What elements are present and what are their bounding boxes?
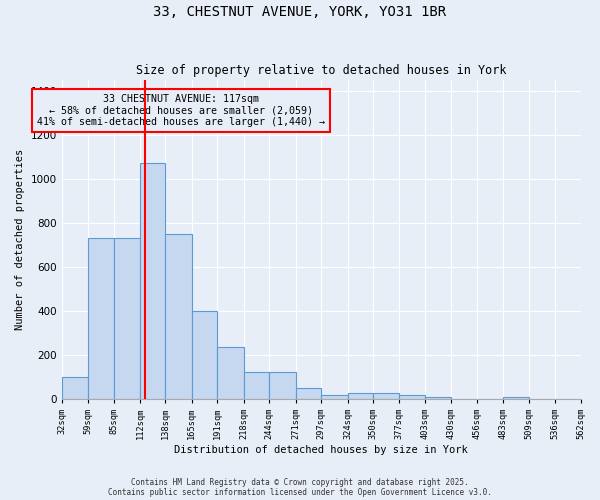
Bar [400,394,425,399]
Bar [88,238,113,399]
Bar [321,394,347,399]
Text: 33 CHESTNUT AVENUE: 117sqm
← 58% of detached houses are smaller (2,059)
41% of s: 33 CHESTNUT AVENUE: 117sqm ← 58% of deta… [37,94,325,127]
Bar [503,396,529,399]
Bar [166,234,192,399]
Title: Size of property relative to detached houses in York: Size of property relative to detached ho… [136,64,506,77]
Bar [425,396,451,399]
Bar [62,377,88,399]
X-axis label: Distribution of detached houses by size in York: Distribution of detached houses by size … [174,445,468,455]
Bar [296,388,321,399]
Y-axis label: Number of detached properties: Number of detached properties [15,148,25,330]
Bar [373,394,400,399]
Text: 33, CHESTNUT AVENUE, YORK, YO31 1BR: 33, CHESTNUT AVENUE, YORK, YO31 1BR [154,5,446,19]
Bar [244,372,269,399]
Text: Contains HM Land Registry data © Crown copyright and database right 2025.
Contai: Contains HM Land Registry data © Crown c… [108,478,492,497]
Bar [347,394,373,399]
Bar [192,311,217,399]
Bar [140,164,166,399]
Bar [217,347,244,399]
Bar [113,238,140,399]
Bar [269,372,296,399]
